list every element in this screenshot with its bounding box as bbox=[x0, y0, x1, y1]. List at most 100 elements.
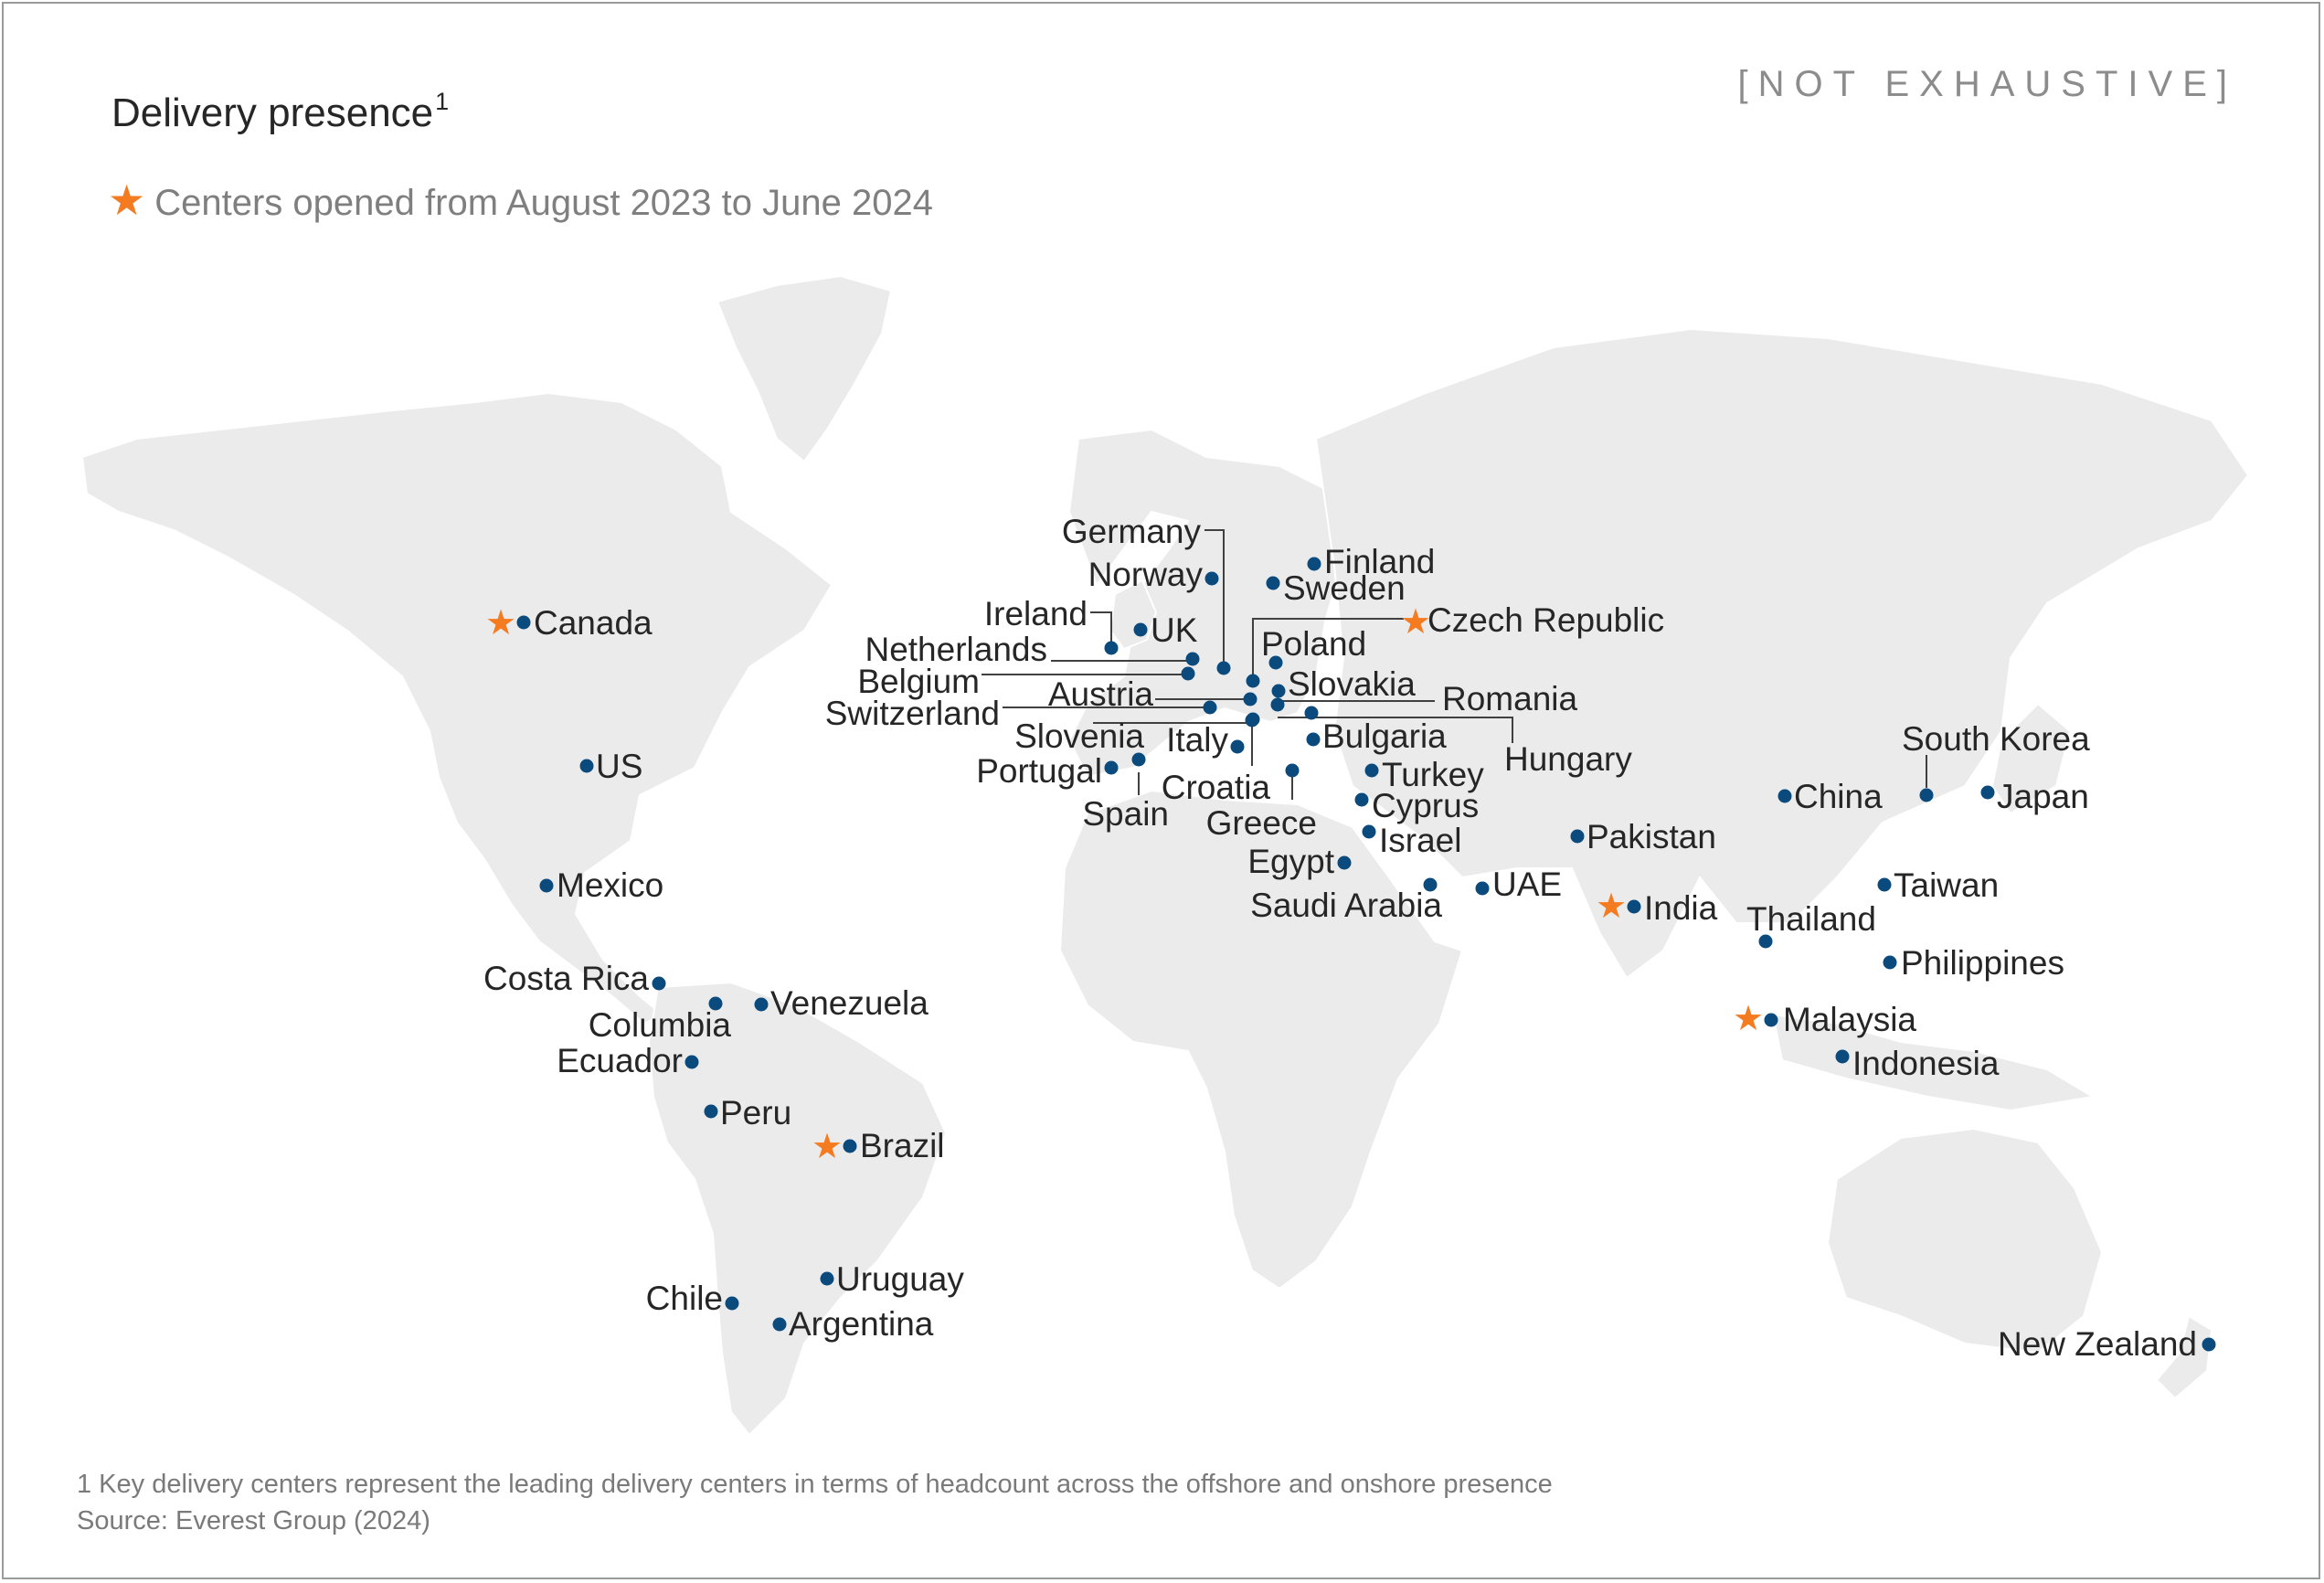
location-dot-canada bbox=[516, 615, 531, 630]
location-dot-malaysia bbox=[1764, 1013, 1778, 1027]
location-dot-italy bbox=[1230, 739, 1245, 754]
location-dot-romania bbox=[1304, 706, 1319, 720]
page-title: Delivery presence1 bbox=[111, 88, 449, 136]
location-dot-pakistan bbox=[1570, 829, 1585, 844]
location-label-thailand: Thailand bbox=[1746, 900, 1876, 938]
location-label-czech-republic: Czech Republic bbox=[1427, 601, 1664, 639]
location-dot-ireland bbox=[1104, 641, 1119, 655]
location-dot-uae bbox=[1475, 881, 1490, 896]
leader-line-ireland bbox=[1090, 611, 1112, 648]
location-dot-austria bbox=[1243, 692, 1258, 707]
landmass-new-zealand bbox=[2155, 1314, 2213, 1400]
location-label-austria: Austria bbox=[1048, 675, 1154, 713]
location-label-netherlands: Netherlands bbox=[865, 631, 1047, 668]
star-icon: ★ bbox=[108, 176, 146, 224]
location-label-greece: Greece bbox=[1206, 804, 1317, 842]
location-dot-finland bbox=[1307, 557, 1321, 571]
location-dot-china bbox=[1777, 789, 1792, 803]
location-label-ecuador: Ecuador bbox=[557, 1042, 683, 1079]
location-label-uruguay: Uruguay bbox=[836, 1260, 964, 1298]
location-label-turkey: Turkey bbox=[1382, 756, 1484, 793]
location-dot-belgium bbox=[1181, 666, 1195, 681]
location-dot-saudi-arabia bbox=[1423, 877, 1438, 892]
footnote: 1 Key delivery centers represent the lea… bbox=[77, 1470, 1553, 1499]
location-label-cyprus: Cyprus bbox=[1372, 787, 1479, 824]
location-label-spain: Spain bbox=[1082, 795, 1169, 833]
location-dot-india bbox=[1627, 899, 1641, 914]
leader-line-germany bbox=[1204, 529, 1225, 668]
location-label-china: China bbox=[1794, 778, 1883, 815]
location-label-finland: Finland bbox=[1324, 543, 1435, 580]
title-text: Delivery presence bbox=[111, 90, 434, 135]
title-footnote-marker: 1 bbox=[435, 88, 450, 115]
leader-line-czech-republic bbox=[1252, 618, 1404, 681]
location-label-slovenia: Slovenia bbox=[1014, 717, 1144, 755]
location-marks: ★ Canada US Mexico Costa Rica Columbia Venezue… bbox=[483, 513, 2216, 1363]
location-label-uk: UK bbox=[1151, 611, 1198, 649]
location-dot-new-zealand bbox=[2202, 1337, 2216, 1352]
location-dot-costa-rica bbox=[652, 976, 666, 991]
location-dot-japan bbox=[1980, 785, 1995, 800]
location-dot-czech-republic bbox=[1246, 674, 1260, 688]
location-label-venezuela: Venezuela bbox=[770, 984, 929, 1022]
location-dot-mexico bbox=[539, 878, 554, 893]
location-label-argentina: Argentina bbox=[789, 1305, 934, 1343]
location-label-hungary: Hungary bbox=[1504, 740, 1632, 778]
leader-line-hungary bbox=[1278, 717, 1513, 743]
location-label-sweden: Sweden bbox=[1283, 569, 1406, 607]
landmass-north-america bbox=[80, 391, 833, 1025]
location-label-israel: Israel bbox=[1379, 822, 1461, 859]
location-label-peru: Peru bbox=[720, 1094, 791, 1131]
location-dot-greece bbox=[1285, 763, 1300, 778]
location-label-columbia: Columbia bbox=[589, 1006, 732, 1044]
location-label-mexico: Mexico bbox=[557, 866, 663, 904]
new-center-star-icon-brazil: ★ bbox=[812, 1126, 843, 1166]
landmass-africa bbox=[1058, 789, 1464, 1291]
location-label-indonesia: Indonesia bbox=[1852, 1045, 2000, 1082]
location-label-taiwan: Taiwan bbox=[1894, 866, 1999, 904]
location-dot-taiwan bbox=[1877, 877, 1892, 892]
location-label-switzerland: Switzerland bbox=[825, 695, 1000, 732]
landmass-indonesia bbox=[1771, 1013, 2096, 1112]
location-label-uae: UAE bbox=[1492, 866, 1562, 903]
location-label-pakistan: Pakistan bbox=[1586, 818, 1716, 855]
landmass-japan bbox=[1990, 702, 2072, 815]
location-label-croatia: Croatia bbox=[1162, 769, 1271, 806]
location-label-south-korea: South Korea bbox=[1902, 720, 2090, 758]
location-label-slovakia: Slovakia bbox=[1288, 665, 1416, 703]
location-label-belgium: Belgium bbox=[857, 663, 980, 700]
location-label-poland: Poland bbox=[1261, 625, 1366, 663]
location-dot-turkey bbox=[1364, 763, 1379, 778]
location-label-portugal: Portugal bbox=[976, 752, 1102, 790]
location-dot-croatia bbox=[1245, 713, 1259, 728]
landmass-south-america bbox=[647, 981, 948, 1437]
new-center-star-icon-malaysia: ★ bbox=[1733, 998, 1764, 1038]
location-dot-indonesia bbox=[1835, 1049, 1850, 1064]
leader-lines bbox=[982, 529, 1927, 800]
location-dot-cyprus bbox=[1354, 792, 1369, 807]
location-dot-norway bbox=[1204, 571, 1219, 586]
location-dot-netherlands bbox=[1185, 652, 1200, 666]
location-label-malaysia: Malaysia bbox=[1783, 1001, 1916, 1038]
location-dot-ecuador bbox=[684, 1055, 699, 1069]
location-label-romania: Romania bbox=[1442, 680, 1577, 717]
location-label-costa-rica: Costa Rica bbox=[483, 960, 649, 997]
location-dot-bulgaria bbox=[1306, 732, 1321, 747]
location-label-italy: Italy bbox=[1166, 721, 1228, 759]
new-center-star-icon-india: ★ bbox=[1596, 886, 1627, 926]
location-dot-brazil bbox=[843, 1139, 857, 1153]
location-label-new-zealand: New Zealand bbox=[1998, 1325, 2197, 1363]
location-label-ireland: Ireland bbox=[984, 595, 1088, 632]
location-dot-peru bbox=[704, 1104, 718, 1119]
location-dot-portugal bbox=[1104, 760, 1119, 775]
location-label-india: India bbox=[1644, 889, 1718, 927]
location-label-egypt: Egypt bbox=[1247, 843, 1334, 880]
location-label-germany: Germany bbox=[1062, 513, 1202, 550]
location-dot-philippines bbox=[1883, 955, 1897, 970]
location-label-us: US bbox=[596, 748, 642, 785]
location-dot-switzerland bbox=[1203, 700, 1217, 715]
location-dot-egypt bbox=[1337, 855, 1352, 870]
landmass-greenland bbox=[716, 274, 893, 463]
location-dot-south-korea bbox=[1919, 788, 1934, 802]
